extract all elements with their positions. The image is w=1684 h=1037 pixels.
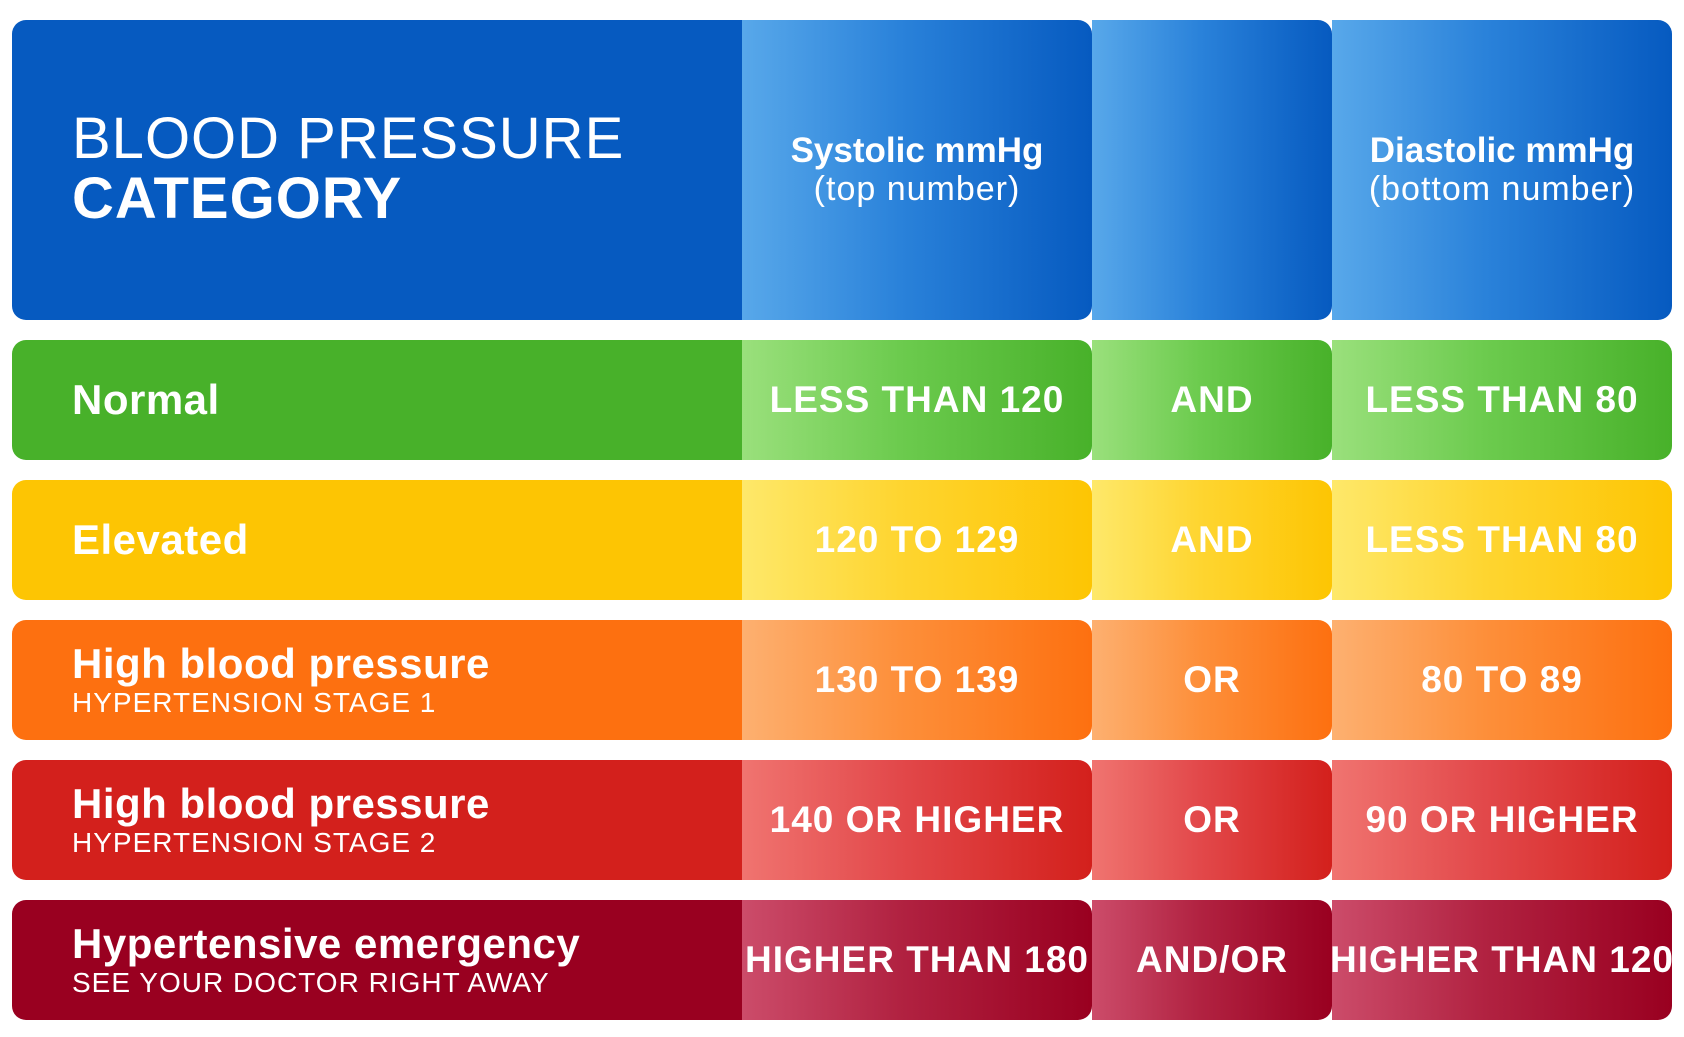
category-cell: High blood pressure HYPERTENSION STAGE 1 [12,620,742,740]
diastolic-value: 90 OR HIGHER [1365,799,1639,840]
category-subtitle: SEE YOUR DOCTOR RIGHT AWAY [72,967,550,998]
systolic-cell: LESS THAN 120 [742,340,1092,460]
systolic-header-title: Systolic mmHg [790,131,1044,170]
systolic-value: 120 TO 129 [814,519,1020,560]
category-cell: Hypertensive emergency SEE YOUR DOCTOR R… [12,900,742,1020]
operator-value: OR [1183,659,1241,700]
category-header-line2: CATEGORY [72,166,403,231]
diastolic-value: LESS THAN 80 [1365,379,1639,420]
diastolic-cell: LESS THAN 80 [1332,340,1672,460]
systolic-cell: 140 OR HIGHER [742,760,1092,880]
operator-cell: OR [1092,620,1332,740]
operator-value: AND/OR [1136,939,1288,980]
systolic-header: Systolic mmHg (top number) [742,20,1092,320]
diastolic-cell: LESS THAN 80 [1332,480,1672,600]
systolic-cell: 130 TO 139 [742,620,1092,740]
row-hypertension-stage-1: High blood pressure HYPERTENSION STAGE 1… [12,620,1672,740]
systolic-header-subtitle: (top number) [813,170,1021,208]
row-hypertension-stage-2: High blood pressure HYPERTENSION STAGE 2… [12,760,1672,880]
diastolic-header-title: Diastolic mmHg [1369,131,1635,170]
operator-cell: OR [1092,760,1332,880]
diastolic-header: Diastolic mmHg (bottom number) [1332,20,1672,320]
diastolic-header-subtitle: (bottom number) [1368,170,1636,208]
systolic-cell: 120 TO 129 [742,480,1092,600]
category-header-line1: BLOOD PRESSURE [72,106,625,171]
category-name: High blood pressure [72,780,490,827]
category-name: Elevated [72,516,249,563]
category-subtitle: HYPERTENSION STAGE 2 [72,827,437,858]
operator-header [1092,20,1332,320]
operator-cell: AND/OR [1092,900,1332,1020]
category-cell: Elevated [12,480,742,600]
diastolic-value: 80 TO 89 [1421,659,1583,700]
systolic-value: 130 TO 139 [814,659,1020,700]
diastolic-value: LESS THAN 80 [1365,519,1639,560]
category-cell: High blood pressure HYPERTENSION STAGE 2 [12,760,742,880]
category-cell: Normal [12,340,742,460]
diastolic-value: HIGHER THAN 120 [1330,939,1674,980]
systolic-value: LESS THAN 120 [769,379,1065,420]
diastolic-cell: 80 TO 89 [1332,620,1672,740]
row-normal: Normal LESS THAN 120 AND LESS THAN 80 [12,340,1672,460]
operator-cell: AND [1092,480,1332,600]
systolic-value: HIGHER THAN 180 [745,939,1089,980]
diastolic-cell: 90 OR HIGHER [1332,760,1672,880]
diastolic-cell: HIGHER THAN 120 [1330,900,1674,1020]
header-row: BLOOD PRESSURE CATEGORY Systolic mmHg (t… [12,20,1672,320]
row-hypertensive-emergency: Hypertensive emergency SEE YOUR DOCTOR R… [12,900,1674,1020]
systolic-value: 140 OR HIGHER [769,799,1065,840]
category-name: High blood pressure [72,640,490,687]
category-name: Normal [72,376,220,423]
category-name: Hypertensive emergency [72,920,581,967]
operator-value: AND [1170,379,1254,420]
systolic-cell: HIGHER THAN 180 [742,900,1092,1020]
category-header: BLOOD PRESSURE CATEGORY [12,20,742,320]
operator-value: AND [1170,519,1254,560]
category-subtitle: HYPERTENSION STAGE 1 [72,687,437,718]
row-elevated: Elevated 120 TO 129 AND LESS THAN 80 [12,480,1672,600]
operator-cell: AND [1092,340,1332,460]
operator-value: OR [1183,799,1241,840]
